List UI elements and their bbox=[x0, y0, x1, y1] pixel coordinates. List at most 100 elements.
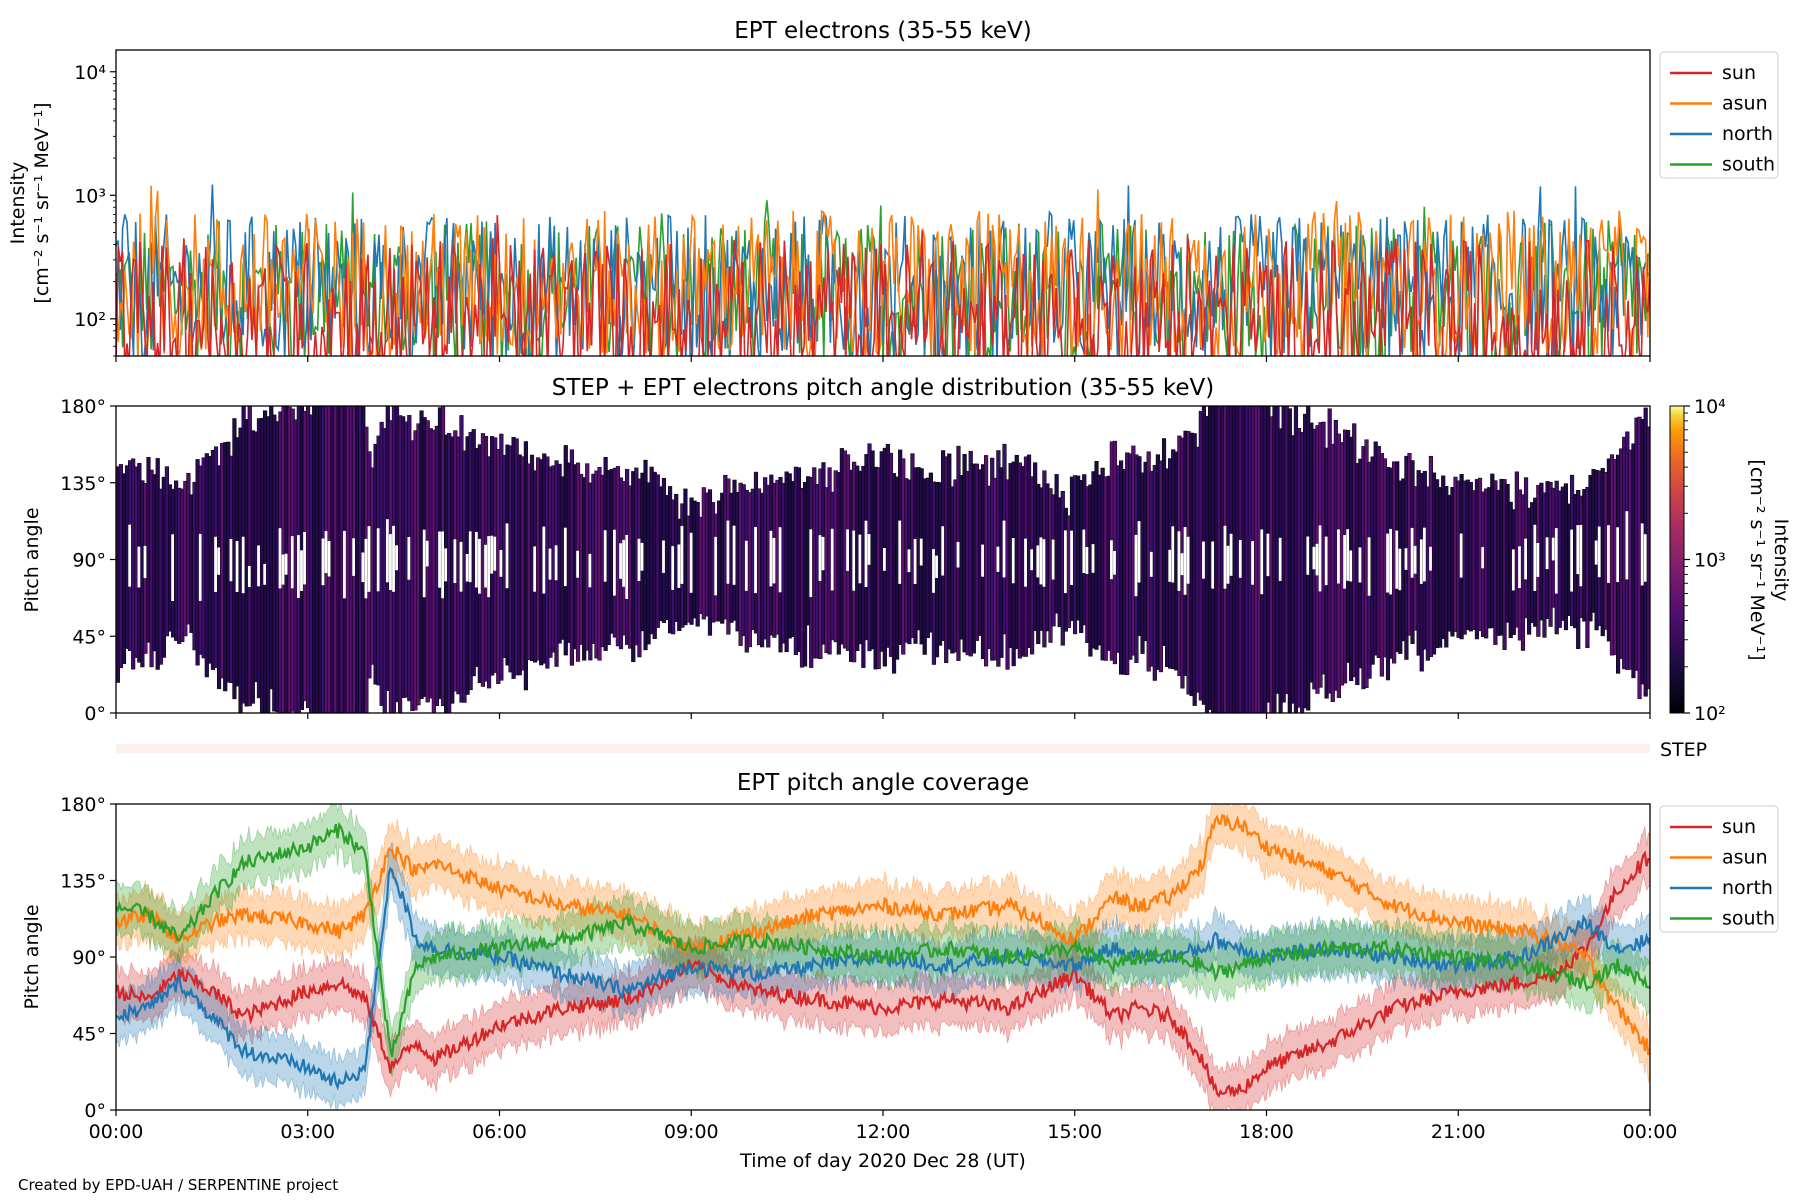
pad-gap bbox=[392, 525, 396, 592]
panel3-xtick-label: 09:00 bbox=[664, 1121, 719, 1143]
pad-gap bbox=[864, 520, 869, 587]
pad-gap bbox=[867, 534, 872, 565]
pad-gap bbox=[281, 554, 286, 585]
colorbar-label-line2: [cm⁻² s⁻¹ sr⁻¹ MeV⁻¹] bbox=[1746, 459, 1768, 660]
panel3-legend: sun asun north south bbox=[1659, 805, 1779, 933]
pad-gap bbox=[478, 538, 482, 594]
pad-gap bbox=[1625, 511, 1630, 580]
series-south-band bbox=[116, 804, 1650, 1078]
pad-gap bbox=[198, 533, 203, 601]
pad-gap bbox=[956, 541, 961, 568]
panel2-ylabel: Pitch angle bbox=[21, 507, 43, 612]
pad-gap bbox=[1640, 523, 1645, 586]
pad-gap bbox=[1367, 537, 1372, 596]
pad-gap bbox=[171, 534, 175, 601]
pad-gap bbox=[376, 528, 381, 592]
legend-box bbox=[1659, 805, 1779, 933]
pad-gap bbox=[772, 538, 777, 584]
pad-gap bbox=[1524, 538, 1528, 580]
pad-gap bbox=[913, 539, 918, 584]
legend-label-sun: sun bbox=[1722, 62, 1756, 84]
pad-gap bbox=[1551, 537, 1556, 561]
pad-gap bbox=[1030, 549, 1034, 571]
pad-gap bbox=[1389, 528, 1393, 595]
panel3-title: EPT pitch angle coverage bbox=[737, 770, 1029, 796]
pad-gap bbox=[465, 554, 470, 582]
pad-gap bbox=[1024, 538, 1028, 587]
pad-gap bbox=[1168, 549, 1172, 582]
pad-gap bbox=[1343, 535, 1347, 589]
pad-gap bbox=[1545, 537, 1550, 570]
pad-gap bbox=[1226, 545, 1231, 584]
panel2-title: STEP + EPT electrons pitch angle distrib… bbox=[552, 375, 1214, 401]
pad-gap bbox=[622, 539, 626, 587]
series-sun-intensity-line bbox=[116, 215, 1650, 356]
colorbar bbox=[1669, 405, 1685, 714]
panel1-legend: sun asun north south bbox=[1659, 51, 1779, 179]
pad-gap bbox=[468, 531, 473, 583]
pad-gap bbox=[1607, 525, 1611, 583]
pad-gap bbox=[327, 541, 332, 577]
panel-pitch-angle-coverage: EPT pitch angle coverage 0° 45° 90° 135° 180… bbox=[21, 770, 1779, 1172]
pad-gap bbox=[444, 548, 448, 582]
pad-gap bbox=[1570, 529, 1574, 592]
pad-gap bbox=[576, 550, 580, 578]
pad-gap bbox=[300, 550, 304, 591]
pad-gap bbox=[1223, 525, 1228, 589]
pad-gap bbox=[821, 536, 826, 571]
step-strip: STEP bbox=[116, 739, 1707, 761]
pad-gap bbox=[1082, 529, 1087, 573]
pad-gap bbox=[640, 542, 645, 571]
pad-gap bbox=[284, 553, 289, 575]
pad-gap bbox=[137, 546, 142, 588]
pad-gap bbox=[484, 544, 488, 588]
colorbar-tick-label: 10² bbox=[1694, 703, 1726, 725]
legend-label-sun: sun bbox=[1722, 816, 1756, 838]
legend-label-north: north bbox=[1722, 877, 1773, 899]
colorbar-label-line1: Intensity bbox=[1770, 519, 1792, 602]
panel1-ytick-label: 10² bbox=[74, 309, 106, 331]
pad-gap bbox=[941, 526, 945, 576]
pad-gap bbox=[689, 532, 694, 593]
pad-gap bbox=[257, 545, 261, 587]
pad-gap bbox=[1579, 525, 1584, 587]
pad-gap bbox=[438, 531, 442, 588]
pad-gap bbox=[996, 546, 1001, 572]
pad-gap bbox=[714, 536, 718, 596]
panel3-ytick-label: 45° bbox=[72, 1024, 106, 1046]
legend-label-north: north bbox=[1722, 123, 1773, 145]
panel1-ylabel-line1: Intensity bbox=[7, 162, 29, 245]
colorbar-tick-label: 10⁴ bbox=[1694, 396, 1726, 418]
pad-gap bbox=[407, 537, 412, 580]
panel3-xtick-label: 03:00 bbox=[280, 1121, 335, 1143]
pad-gap bbox=[1137, 521, 1142, 583]
pad-gap bbox=[235, 541, 240, 592]
pad-gap bbox=[677, 544, 682, 588]
pad-gap bbox=[263, 563, 267, 585]
pad-gap bbox=[367, 526, 372, 592]
pad-gap bbox=[1238, 540, 1243, 578]
pad-gap bbox=[1229, 533, 1234, 576]
pad-gap bbox=[1042, 539, 1047, 587]
pad-gap bbox=[303, 532, 307, 585]
step-bar bbox=[116, 744, 1650, 753]
pad-gap bbox=[247, 566, 252, 587]
pad-gap bbox=[128, 524, 132, 587]
pad-gap bbox=[625, 535, 629, 599]
pad-gap bbox=[830, 528, 835, 591]
panel3-xtick-label: 00:00 bbox=[89, 1121, 144, 1143]
pad-gap bbox=[217, 547, 221, 575]
pad-gap bbox=[588, 553, 593, 588]
pad-gap bbox=[1171, 526, 1176, 583]
pad-gap bbox=[1266, 533, 1271, 577]
pad-gap bbox=[441, 531, 445, 599]
pad-gap bbox=[744, 540, 749, 591]
pad-gap bbox=[1533, 524, 1538, 591]
pad-gap bbox=[619, 543, 623, 579]
panel1-title: EPT electrons (35-55 keV) bbox=[734, 18, 1031, 44]
pad-gap bbox=[1278, 537, 1283, 581]
series-north-pitch-line bbox=[116, 866, 1650, 1091]
pad-gap bbox=[1039, 537, 1044, 585]
pad-gap bbox=[1576, 525, 1581, 575]
panel1-ylabel-line2: [cm⁻² s⁻¹ sr⁻¹ MeV⁻¹] bbox=[31, 102, 53, 303]
